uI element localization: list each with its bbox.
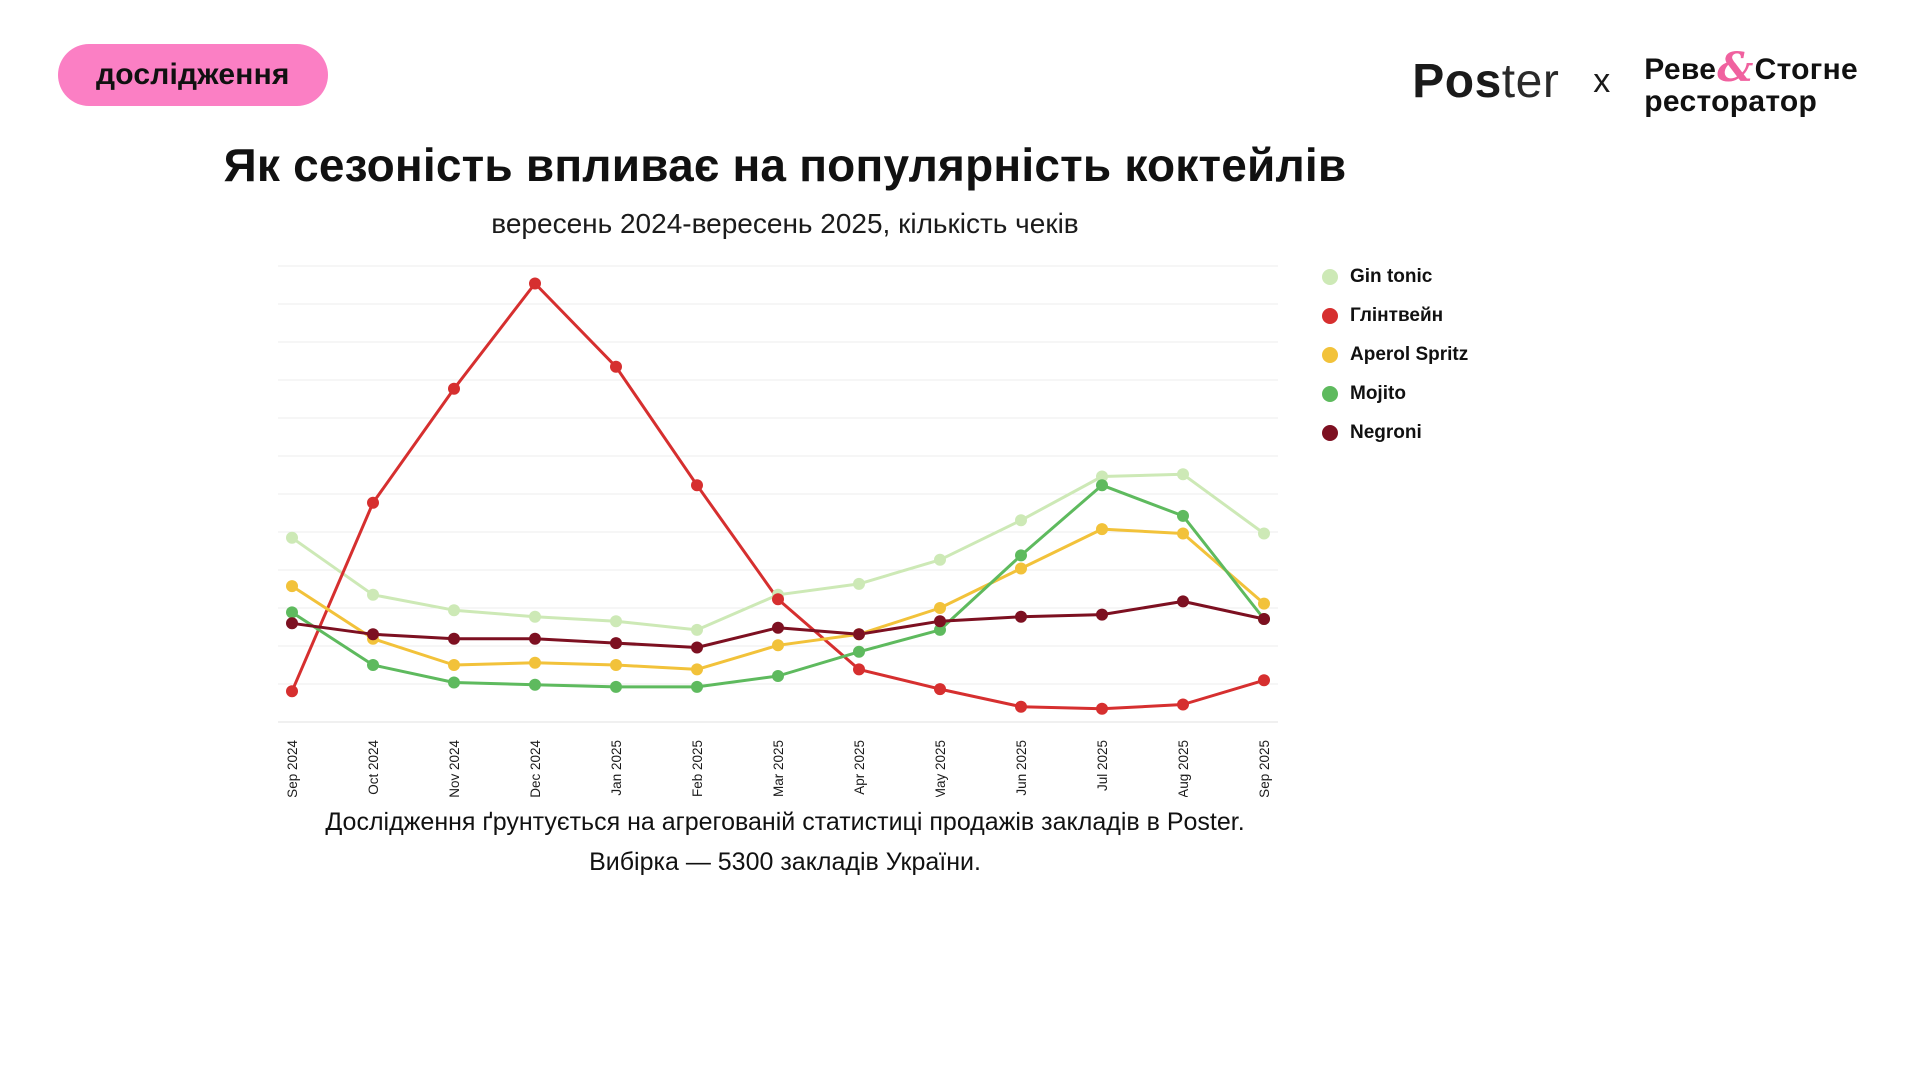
research-badge: дослідження: [58, 44, 328, 106]
legend-item: Gin tonic: [1322, 266, 1468, 288]
page-title: Як сезоність впливає на популярність кок…: [223, 139, 1347, 191]
legend-label: Глінтвейн: [1350, 305, 1444, 326]
poster-logo: Poster: [1412, 54, 1559, 109]
svg-text:Nov 2024: Nov 2024: [447, 740, 462, 797]
svg-text:Feb 2025: Feb 2025: [690, 740, 705, 797]
svg-text:Jan 2025: Jan 2025: [609, 740, 624, 796]
chart-svg: Sep 2024 Oct 2024 Nov 2024 Dec 2024 Jan 2025…: [278, 265, 1278, 799]
legend-item: Глінтвейн: [1322, 305, 1468, 327]
legend-label: Aperol Spritz: [1350, 344, 1469, 365]
svg-text:May 2025: May 2025: [933, 740, 948, 797]
poster-logo-bold: Pos: [1412, 55, 1502, 109]
legend-item: Negroni: [1322, 422, 1468, 444]
svg-text:Sep 2025: Sep 2025: [1257, 740, 1272, 797]
legend-label: Gin tonic: [1350, 266, 1433, 287]
chart-subtitle: вересень 2024-вересень 2025, кількість ч…: [491, 208, 1079, 239]
footer-note: Дослідження ґрунтується на агрегованій с…: [0, 802, 1570, 882]
svg-text:Dec 2024: Dec 2024: [528, 740, 543, 797]
footer-line1: Дослідження ґрунтується на агрегованій с…: [325, 808, 1245, 836]
research-badge-label: дослідження: [96, 58, 290, 91]
partner-logo-line1: Реве&Стогне: [1644, 46, 1858, 88]
legend-label: Mojito: [1350, 383, 1406, 404]
line-chart: Sep 2024 Oct 2024 Nov 2024 Dec 2024 Jan 2025…: [278, 252, 1278, 799]
ampersand-icon: &: [1717, 44, 1754, 91]
header-logos: Poster x Реве&Стогне ресторатор: [1412, 46, 1858, 117]
partner-logo-line2: ресторатор: [1644, 84, 1818, 118]
svg-text:Oct 2024: Oct 2024: [366, 740, 381, 795]
partner-logo-line1-pre: Реве: [1644, 53, 1717, 86]
partner-logo: Реве&Стогне ресторатор: [1644, 46, 1858, 117]
partner-logo-line1-post: Стогне: [1754, 53, 1858, 86]
legend-dot: [1322, 308, 1338, 324]
legend-dot: [1322, 269, 1338, 285]
svg-text:Mar 2025: Mar 2025: [771, 740, 786, 797]
chart-legend: Gin tonic Глінтвейн Aperol Spritz Mojito Neg…: [1322, 266, 1468, 444]
legend-dot: [1322, 425, 1338, 441]
footer-line2: Вибірка — 5300 закладів України.: [589, 848, 981, 876]
legend-item: Mojito: [1322, 383, 1468, 405]
poster-logo-light: ter: [1501, 55, 1560, 109]
logo-separator: x: [1593, 62, 1611, 101]
legend-dot: [1322, 386, 1338, 402]
svg-text:Jul 2025: Jul 2025: [1095, 740, 1110, 791]
legend-dot: [1322, 347, 1338, 363]
legend-item: Aperol Spritz: [1322, 344, 1468, 366]
svg-text:Jun 2025: Jun 2025: [1014, 740, 1029, 796]
svg-text:Sep 2024: Sep 2024: [285, 740, 300, 797]
svg-text:Aug 2025: Aug 2025: [1176, 740, 1191, 797]
svg-text:Apr 2025: Apr 2025: [852, 740, 867, 795]
legend-label: Negroni: [1350, 422, 1422, 443]
